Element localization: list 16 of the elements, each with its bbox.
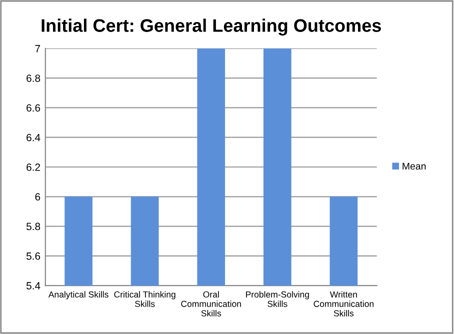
y-tick-label: 6.4 xyxy=(26,134,40,142)
x-tick-label: Written Communication Skills xyxy=(314,291,374,316)
y-tick-label: 5.6 xyxy=(26,252,40,260)
chart-title: Initial Cert: General Learning Outcomes xyxy=(42,18,381,36)
y-tick-label: 6.8 xyxy=(26,74,40,82)
y-tick-label: 5.8 xyxy=(26,222,40,230)
x-tick-label: Analytical Skills xyxy=(48,291,108,300)
y-tick-label: 7 xyxy=(35,45,40,52)
x-tick-label: Problem-Solving Skills xyxy=(246,291,309,307)
y-tick-label: 6.2 xyxy=(26,164,40,171)
y-tick-label: 5.4 xyxy=(26,282,40,290)
x-tick-label: Critical Thinking Skills xyxy=(114,291,176,307)
y-tick-label: 6.6 xyxy=(26,104,40,112)
x-tick-label: Oral Communication Skills xyxy=(181,291,241,316)
legend-label: Mean xyxy=(402,162,426,170)
y-tick-label: 6 xyxy=(35,193,40,201)
